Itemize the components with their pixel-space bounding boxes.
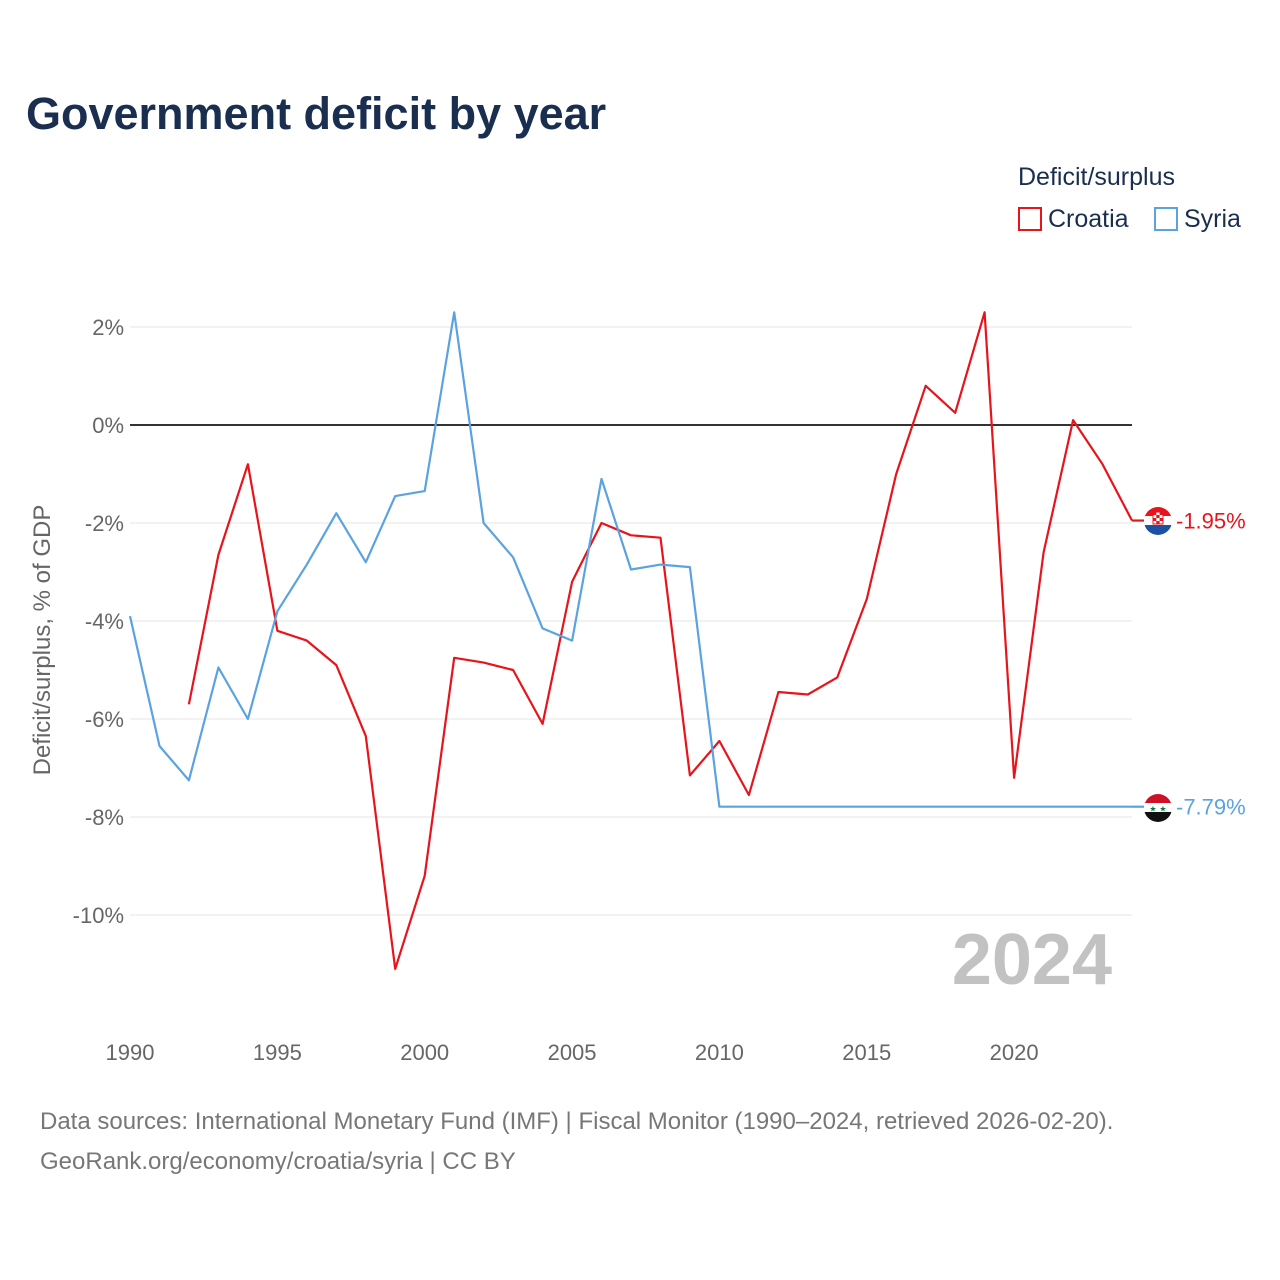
y-tick-label: 2% xyxy=(92,315,124,340)
syria-flag-icon: ★ ★ xyxy=(1144,794,1172,822)
y-tick-label: -10% xyxy=(73,903,124,928)
y-tick-label: -6% xyxy=(85,707,124,732)
y-tick-label: 0% xyxy=(92,413,124,438)
series-line-croatia xyxy=(187,311,1133,971)
svg-text:★: ★ xyxy=(1159,805,1166,814)
legend-label-croatia: Croatia xyxy=(1048,204,1129,233)
chart-title: Government deficit by year xyxy=(26,88,607,139)
x-tick-label: 2000 xyxy=(400,1040,449,1065)
plot-area: 2% 0% -2% -4% -6% -8% -10% 1990 1995 2000 2005 2010… xyxy=(29,311,1246,1065)
legend-label-syria: Syria xyxy=(1184,204,1241,233)
footer-sources: Data sources: International Monetary Fun… xyxy=(40,1108,1114,1135)
croatia-flag-icon xyxy=(1144,507,1172,535)
x-tick-label: 2005 xyxy=(548,1040,597,1065)
x-tick-label: 2010 xyxy=(695,1040,744,1065)
y-tick-label: -2% xyxy=(85,511,124,536)
footer-credit: GeoRank.org/economy/croatia/syria | CC B… xyxy=(40,1148,516,1175)
x-tick-label: 1995 xyxy=(253,1040,302,1065)
end-value-label-croatia: -1.95% xyxy=(1176,509,1246,534)
x-tick-label: 1990 xyxy=(106,1040,155,1065)
y-axis-label: Deficit/surplus, % of GDP xyxy=(29,505,56,776)
year-watermark: 2024 xyxy=(952,920,1112,1000)
legend-item-syria[interactable]: Syria xyxy=(1154,204,1241,234)
series-line-syria xyxy=(128,311,1132,808)
y-tick-label: -4% xyxy=(85,609,124,634)
x-tick-label: 2020 xyxy=(990,1040,1039,1065)
legend-swatch-croatia xyxy=(1018,207,1042,231)
svg-text:★: ★ xyxy=(1149,805,1156,814)
end-value-label-syria: -7.79% xyxy=(1176,795,1246,820)
x-tick-label: 2015 xyxy=(842,1040,891,1065)
legend-item-croatia[interactable]: Croatia xyxy=(1018,204,1129,234)
legend-title: Deficit/surplus xyxy=(1018,163,1175,191)
legend-swatch-syria xyxy=(1154,207,1178,231)
y-tick-label: -8% xyxy=(85,805,124,830)
